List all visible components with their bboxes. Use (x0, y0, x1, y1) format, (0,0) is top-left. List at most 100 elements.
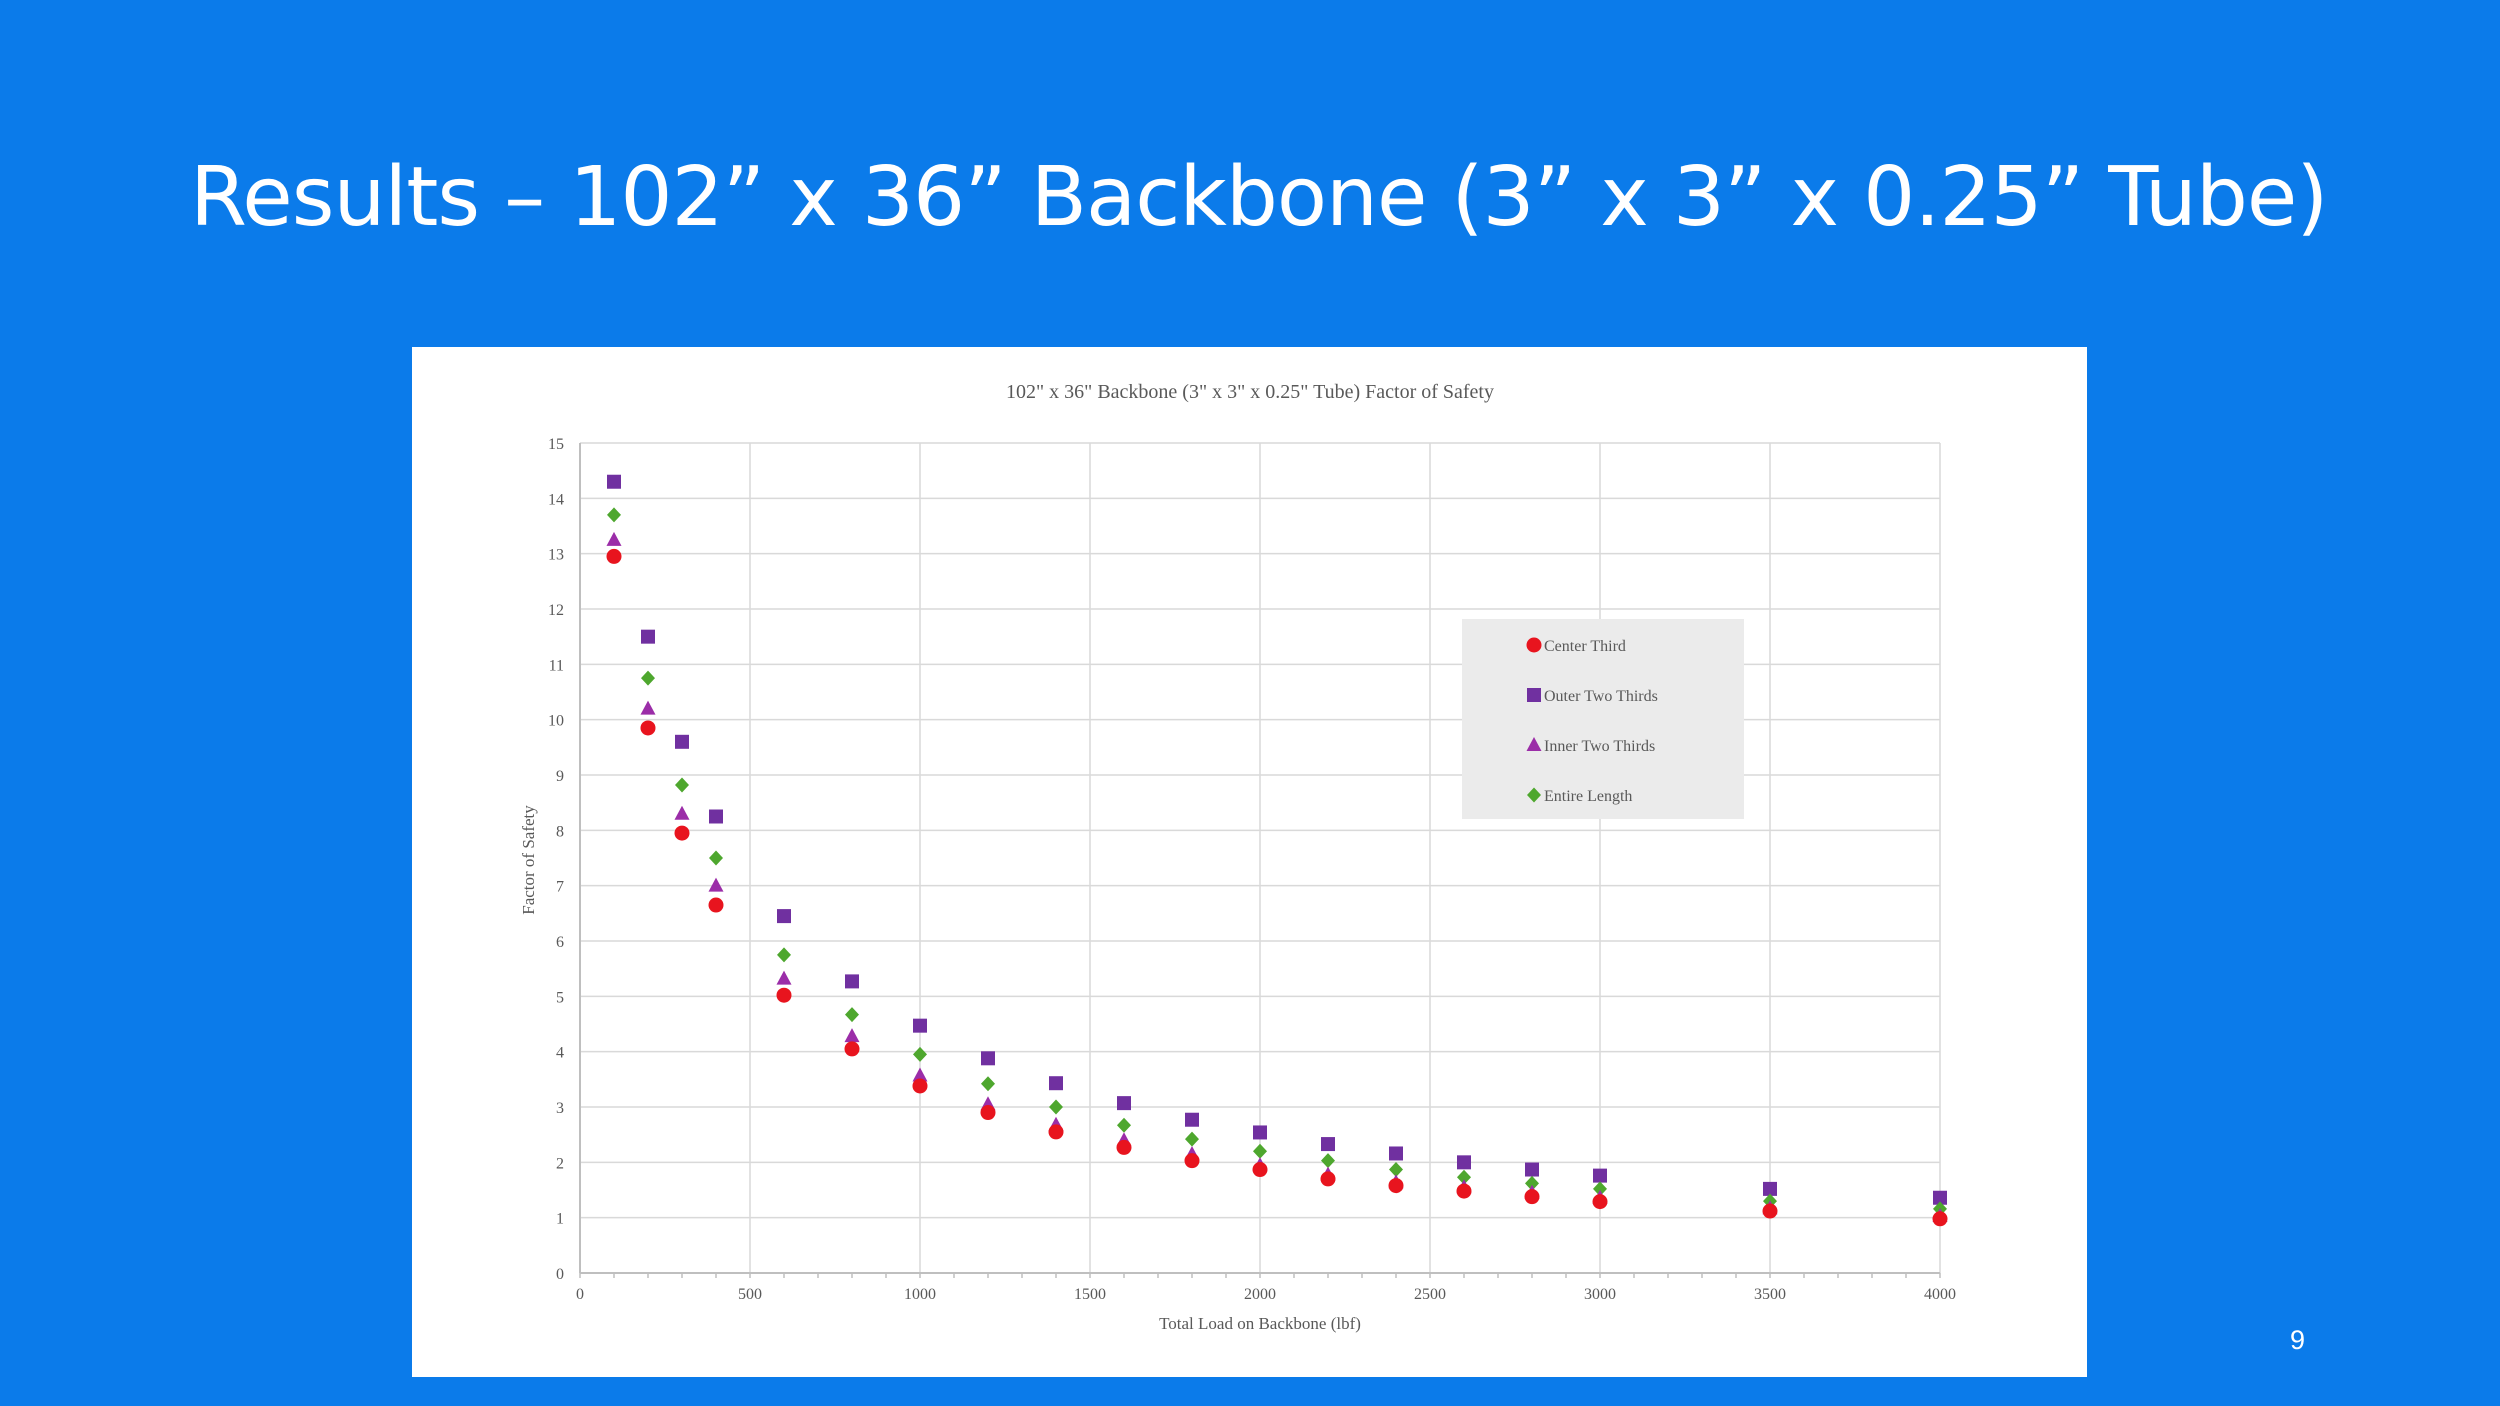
data-point (607, 474, 621, 489)
y-tick-label: 8 (556, 823, 564, 840)
data-point (1389, 1146, 1403, 1161)
data-point (1321, 1137, 1335, 1152)
data-point (1457, 1169, 1471, 1185)
data-point (1320, 1171, 1336, 1187)
data-point (1524, 1189, 1540, 1205)
legend-label: Entire Length (1544, 788, 1632, 805)
data-point (674, 805, 690, 820)
y-axis-label: Factor of Safety (519, 805, 538, 915)
data-point (640, 720, 656, 736)
data-point (776, 987, 792, 1003)
data-point (1592, 1194, 1608, 1210)
data-point (1933, 1190, 1947, 1205)
legend-marker (1526, 737, 1542, 751)
x-tick-label: 4000 (1924, 1286, 1956, 1303)
data-point (1252, 1162, 1268, 1178)
data-point (845, 1007, 859, 1023)
y-tick-label: 0 (556, 1266, 564, 1283)
legend-marker (1527, 688, 1541, 702)
data-point (709, 809, 723, 824)
data-point (641, 629, 655, 644)
data-point (675, 777, 689, 793)
y-tick-label: 14 (548, 491, 564, 508)
y-tick-label: 13 (548, 547, 564, 564)
data-point (708, 877, 724, 892)
x-tick-label: 2000 (1244, 1286, 1276, 1303)
legend-label: Center Third (1544, 638, 1626, 655)
legend-label: Inner Two Thirds (1544, 738, 1655, 755)
data-point (980, 1105, 996, 1121)
legend: Center Third Outer Two Thirds Inner Two Th… (1462, 619, 1744, 819)
data-point (913, 1018, 927, 1033)
y-tick-label: 11 (549, 657, 564, 674)
data-point (1184, 1153, 1200, 1169)
data-point (641, 670, 655, 686)
data-point (607, 507, 621, 523)
data-point (640, 700, 656, 715)
data-point (1388, 1178, 1404, 1194)
data-point (1456, 1183, 1472, 1199)
data-point (709, 850, 723, 866)
x-tick-label: 0 (576, 1286, 584, 1303)
legend-label: Outer Two Thirds (1544, 688, 1658, 705)
data-point (1117, 1096, 1131, 1111)
data-point (674, 825, 690, 841)
data-point (845, 974, 859, 989)
x-tick-label: 2500 (1414, 1286, 1446, 1303)
data-point (1116, 1139, 1132, 1155)
data-point (606, 531, 622, 546)
grid-layer (579, 442, 1941, 1274)
series-center-third (606, 548, 1948, 1227)
x-tick-label: 1500 (1074, 1286, 1106, 1303)
data-point (1525, 1162, 1539, 1177)
data-point (844, 1041, 860, 1057)
data-point (913, 1046, 927, 1062)
data-point (606, 548, 622, 564)
data-point (1932, 1211, 1948, 1227)
data-point (1593, 1181, 1607, 1197)
y-tick-label: 7 (556, 879, 564, 896)
data-point (1457, 1155, 1471, 1170)
data-point (1253, 1125, 1267, 1140)
marks-layer (606, 474, 1948, 1227)
series-outer-two-thirds (607, 474, 1947, 1205)
data-point (912, 1067, 928, 1082)
data-point (1049, 1076, 1063, 1091)
data-point (1048, 1124, 1064, 1140)
y-tick-label: 1 (556, 1211, 564, 1228)
data-point (1525, 1175, 1539, 1191)
chart-title: 102" x 36" Backbone (3" x 3" x 0.25" Tub… (1006, 381, 1494, 403)
x-axis-label: Total Load on Backbone (lbf) (1159, 1314, 1361, 1333)
data-point (912, 1078, 928, 1094)
data-point (1763, 1181, 1777, 1196)
y-tick-label: 3 (556, 1100, 564, 1117)
legend-background (1462, 619, 1744, 819)
x-tick-label: 3000 (1584, 1286, 1616, 1303)
chart-container: 0 1 2 3 4 5 6 7 8 9 10 11 12 13 14 15 0 500 1000 1500 2000 25… (412, 347, 2087, 1377)
y-tick-label: 6 (556, 934, 564, 951)
data-point (776, 970, 792, 985)
data-point (1049, 1099, 1063, 1115)
y-tick-label: 2 (556, 1155, 564, 1172)
data-point (777, 947, 791, 963)
data-point (981, 1051, 995, 1066)
data-point (708, 897, 724, 913)
legend-marker (1526, 637, 1542, 653)
data-point (1253, 1143, 1267, 1159)
y-tick-label: 5 (556, 989, 564, 1006)
legend-marker (1527, 787, 1541, 803)
data-point (1321, 1153, 1335, 1169)
data-point (777, 909, 791, 924)
page-number: 9 (2290, 1325, 2306, 1355)
data-point (1185, 1112, 1199, 1127)
data-point (1185, 1131, 1199, 1147)
x-tick-label: 3500 (1754, 1286, 1786, 1303)
slide-title: Results – 102” x 36” Backbone (3” x 3” x… (190, 150, 2328, 245)
data-point (1593, 1168, 1607, 1183)
x-tick-label: 1000 (904, 1286, 936, 1303)
series-inner-two-thirds (606, 531, 1948, 1223)
y-tick-label: 4 (556, 1045, 564, 1062)
y-tick-label: 15 (548, 436, 564, 453)
